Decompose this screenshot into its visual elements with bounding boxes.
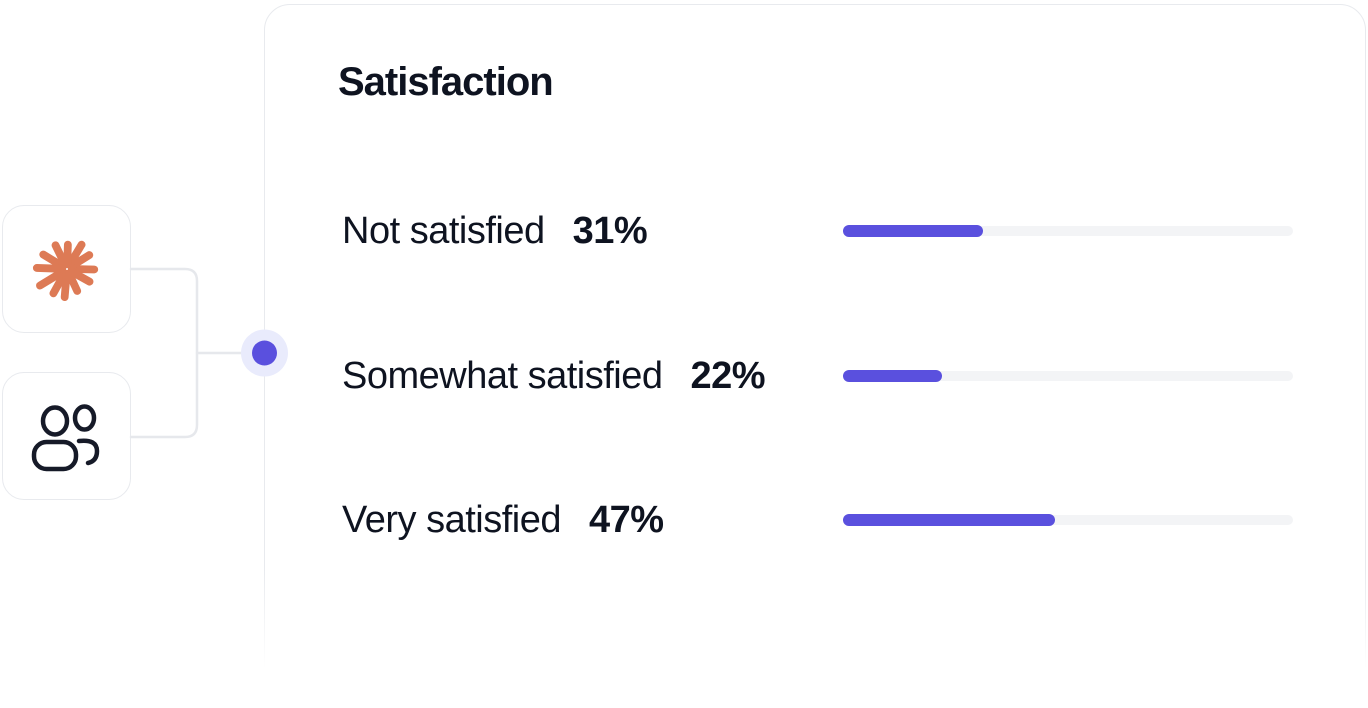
satisfaction-card: Satisfaction Not satisfied 31% Somewhat … xyxy=(264,4,1366,708)
row-value: 22% xyxy=(690,354,766,397)
progress-track xyxy=(843,515,1293,525)
progress-fill xyxy=(843,225,983,237)
row-label: Somewhat satisfied xyxy=(342,354,663,397)
card-title: Satisfaction xyxy=(338,60,554,104)
starburst-node-card[interactable] xyxy=(2,205,131,333)
chart-row-very-satisfied: Very satisfied 47% xyxy=(265,488,1365,552)
progress-track xyxy=(843,371,1293,381)
row-label: Very satisfied xyxy=(342,498,562,541)
row-label: Not satisfied xyxy=(342,209,545,252)
row-value: 31% xyxy=(572,209,648,252)
progress-bar xyxy=(843,370,1293,382)
progress-bar xyxy=(843,514,1293,526)
users-icon xyxy=(31,404,99,472)
starburst-icon xyxy=(32,240,98,302)
progress-fill xyxy=(843,370,942,382)
users-node-card[interactable] xyxy=(2,372,131,500)
chart-row-not-satisfied: Not satisfied 31% xyxy=(265,199,1365,263)
connector-bracket xyxy=(129,267,199,439)
progress-fill xyxy=(843,514,1055,526)
progress-bar xyxy=(843,225,1293,237)
progress-track xyxy=(843,226,1293,236)
row-value: 47% xyxy=(589,498,664,541)
chart-row-somewhat-satisfied: Somewhat satisfied 22% xyxy=(265,344,1365,408)
